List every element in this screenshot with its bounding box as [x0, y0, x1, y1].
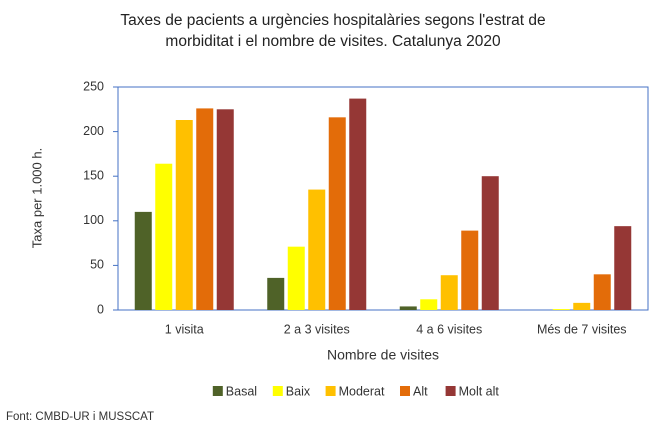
bar	[349, 98, 367, 310]
bar	[134, 211, 152, 310]
legend-label: Baix	[286, 384, 311, 398]
plot-frame	[117, 86, 649, 311]
bar	[308, 189, 326, 310]
x-tick-label: 2 a 3 visites	[284, 322, 350, 336]
bar	[552, 309, 570, 310]
source-note: Font: CMBD-UR i MUSSCAT	[6, 411, 154, 423]
bar	[216, 109, 234, 310]
y-tick-label: 50	[90, 258, 104, 272]
x-tick-label: 1 visita	[165, 322, 204, 336]
bar	[440, 275, 458, 310]
bar	[328, 117, 346, 310]
y-tick-label: 0	[97, 302, 104, 316]
y-tick-label: 200	[83, 124, 104, 138]
bar	[399, 306, 417, 310]
legend-swatch	[445, 386, 456, 396]
bar	[593, 274, 611, 310]
legend-swatch	[325, 386, 336, 396]
legend-label: Basal	[226, 384, 257, 398]
bar	[267, 277, 285, 310]
y-tick-label: 250	[83, 79, 104, 93]
bar	[196, 108, 214, 311]
x-tick-label: Més de 7 visites	[537, 322, 627, 336]
y-tick-label: 150	[83, 168, 104, 182]
legend-label: Molt alt	[459, 384, 500, 398]
bar	[614, 226, 632, 310]
legend-swatch	[400, 386, 410, 396]
bar	[461, 230, 479, 310]
x-axis-label: Nombre de visites	[327, 347, 439, 363]
legend-label: Alt	[413, 384, 428, 398]
chart-title: Taxes de pacients a urgències hospitalàr…	[120, 12, 546, 50]
legend-swatch	[272, 386, 283, 396]
bar	[481, 176, 499, 310]
legend-label: Moderat	[339, 384, 385, 398]
bar	[420, 299, 438, 310]
y-axis-label: Taxa per 1.000 h.	[29, 148, 44, 248]
bar	[573, 302, 591, 310]
bar	[175, 120, 193, 310]
bar	[287, 246, 305, 310]
bar	[155, 163, 173, 310]
x-tick-label: 4 a 6 visites	[416, 322, 482, 336]
y-tick-label: 100	[83, 213, 104, 227]
legend-swatch	[212, 386, 223, 396]
